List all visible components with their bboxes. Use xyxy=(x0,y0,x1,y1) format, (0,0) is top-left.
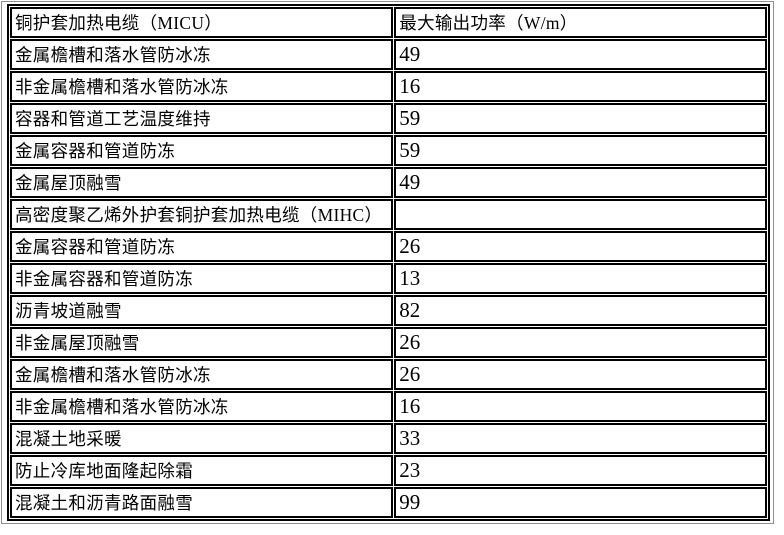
application-cell: 非金属屋顶融雪 xyxy=(10,327,394,358)
application-cell: 金属容器和管道防冻 xyxy=(10,135,394,166)
table-row: 金属檐槽和落水管防冰冻 49 xyxy=(10,39,767,70)
header-cell-max-output-power: 最大输出功率（W/m） xyxy=(394,7,767,38)
power-value-cell: 82 xyxy=(394,295,767,326)
application-cell: 非金属檐槽和落水管防冰冻 xyxy=(10,391,394,422)
table-row: 非金属檐槽和落水管防冰冻 16 xyxy=(10,71,767,102)
table-row: 高密度聚乙烯外护套铜护套加热电缆（MIHC） xyxy=(10,199,767,230)
application-cell: 非金属容器和管道防冻 xyxy=(10,263,394,294)
power-value-cell: 99 xyxy=(394,487,767,518)
application-cell: 混凝土和沥青路面融雪 xyxy=(10,487,394,518)
table-row: 金属檐槽和落水管防冰冻 26 xyxy=(10,359,767,390)
table-row: 非金属檐槽和落水管防冰冻 16 xyxy=(10,391,767,422)
application-cell: 沥青坡道融雪 xyxy=(10,295,394,326)
table-row: 容器和管道工艺温度维持 59 xyxy=(10,103,767,134)
power-value-cell: 16 xyxy=(394,71,767,102)
application-cell: 金属屋顶融雪 xyxy=(10,167,394,198)
power-value-cell: 23 xyxy=(394,455,767,486)
power-value-cell: 49 xyxy=(394,39,767,70)
power-value-cell xyxy=(394,199,767,230)
application-cell: 金属檐槽和落水管防冰冻 xyxy=(10,359,394,390)
table-row: 非金属屋顶融雪 26 xyxy=(10,327,767,358)
header-cell-cable-type: 铜护套加热电缆（MICU） xyxy=(10,7,394,38)
application-cell: 金属容器和管道防冻 xyxy=(10,231,394,262)
table-row: 金属容器和管道防冻 26 xyxy=(10,231,767,262)
heating-cable-power-table: 铜护套加热电缆（MICU） 最大输出功率（W/m） 金属檐槽和落水管防冰冻 49… xyxy=(7,4,770,521)
application-cell: 非金属檐槽和落水管防冰冻 xyxy=(10,71,394,102)
table-row: 沥青坡道融雪 82 xyxy=(10,295,767,326)
application-cell: 容器和管道工艺温度维持 xyxy=(10,103,394,134)
power-value-cell: 59 xyxy=(394,135,767,166)
table-header-row: 铜护套加热电缆（MICU） 最大输出功率（W/m） xyxy=(10,7,767,38)
power-value-cell: 26 xyxy=(394,231,767,262)
table-row: 金属屋顶融雪 49 xyxy=(10,167,767,198)
table-row: 非金属容器和管道防冻 13 xyxy=(10,263,767,294)
power-value-cell: 13 xyxy=(394,263,767,294)
table-row: 防止冷库地面隆起除霜 23 xyxy=(10,455,767,486)
power-value-cell: 33 xyxy=(394,423,767,454)
power-value-cell: 26 xyxy=(394,359,767,390)
application-cell: 高密度聚乙烯外护套铜护套加热电缆（MIHC） xyxy=(10,199,394,230)
power-value-cell: 26 xyxy=(394,327,767,358)
application-cell: 混凝土地采暖 xyxy=(10,423,394,454)
table-row: 金属容器和管道防冻 59 xyxy=(10,135,767,166)
power-value-cell: 49 xyxy=(394,167,767,198)
application-cell: 金属檐槽和落水管防冰冻 xyxy=(10,39,394,70)
application-cell: 防止冷库地面隆起除霜 xyxy=(10,455,394,486)
power-value-cell: 16 xyxy=(394,391,767,422)
table-row: 混凝土和沥青路面融雪 99 xyxy=(10,487,767,518)
power-value-cell: 59 xyxy=(394,103,767,134)
table-row: 混凝土地采暖 33 xyxy=(10,423,767,454)
